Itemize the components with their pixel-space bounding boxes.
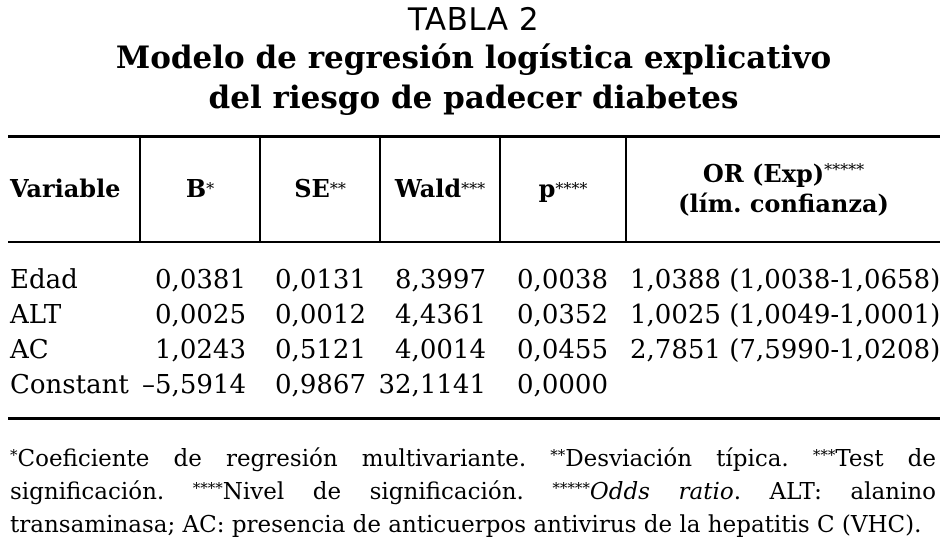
table-bottom-rule <box>8 417 940 420</box>
cell-b: 1,0243 <box>155 335 246 365</box>
cell-se: 0,0012 <box>275 300 366 330</box>
footnote-text: Test de significación. <box>10 446 936 505</box>
cell-se: 0,0131 <box>275 265 366 295</box>
footnote-mark: * <box>10 446 18 464</box>
footnote-mark: ** <box>550 446 566 464</box>
table-title-line-1: Modelo de regresión logística explicativ… <box>115 40 832 76</box>
header-variable: Variable <box>10 137 138 241</box>
table-row: AC 1,0243 0,5121 4,0014 0,0455 2,7851 (7… <box>0 332 947 368</box>
table-caption: TABLA 2 Modelo de regresión logística ex… <box>0 0 947 118</box>
footnote-mark: ***** <box>552 479 590 497</box>
header-b: B * <box>185 174 215 203</box>
header-variable-text: Variable <box>10 174 121 203</box>
footnote-text: Coeficiente de regresión multivariante. <box>17 446 551 472</box>
cell-p: 0,0352 <box>517 300 608 330</box>
table-row: ALT 0,0025 0,0012 4,4361 0,0352 1,0025 (… <box>0 297 947 333</box>
cell-wald: 8,3997 <box>395 265 486 295</box>
cell-variable: ALT <box>10 300 62 330</box>
footnote-text: Nivel de significación. <box>222 479 553 505</box>
footnote-mark: *** <box>812 446 836 464</box>
table-row: Constant –5,5914 0,9867 32,1141 0,0000 <box>0 367 947 403</box>
cell-or: 2,7851 (7,5990-1,0208) <box>630 335 941 365</box>
header-bottom-rule <box>8 241 940 243</box>
header-se: SE ** <box>294 174 346 203</box>
header-or-mark: ***** <box>824 160 865 179</box>
cell-or: 1,0025 (1,0049-1,0001) <box>630 300 941 330</box>
column-divider <box>379 137 381 241</box>
cell-variable: Constant <box>10 370 129 400</box>
footnote-text-italic: Odds ratio <box>589 479 734 505</box>
cell-p: 0,0000 <box>517 370 608 400</box>
column-divider <box>139 137 141 241</box>
header-wald-text: Wald <box>394 174 462 203</box>
cell-or: 1,0388 (1,0038-1,0658) <box>630 265 941 295</box>
column-divider <box>499 137 501 241</box>
header-or-subtext: (lím. confianza) <box>678 189 889 218</box>
table-row: Edad 0,0381 0,0131 8,3997 0,0038 1,0388 … <box>0 262 947 298</box>
table-title-line-2: del riesgo de padecer diabetes <box>208 80 739 116</box>
footnote-text: Desviación típica. <box>565 446 813 472</box>
footnote-mark: **** <box>192 479 223 497</box>
header-or-text: OR (Exp) <box>702 159 825 188</box>
cell-b: –5,5914 <box>142 370 246 400</box>
table-top-rule <box>8 135 940 138</box>
table-label: TABLA 2 <box>407 2 540 38</box>
cell-p: 0,0455 <box>517 335 608 365</box>
header-wald: Wald *** <box>394 174 486 203</box>
header-b-text: B <box>185 174 207 203</box>
cell-p: 0,0038 <box>517 265 608 295</box>
header-p-text: p <box>538 174 556 203</box>
column-divider <box>625 137 627 241</box>
cell-wald: 4,0014 <box>395 335 486 365</box>
cell-variable: Edad <box>10 265 78 295</box>
cell-variable: AC <box>10 335 49 365</box>
header-p: p **** <box>538 174 588 203</box>
header-or: OR (Exp)***** (lím. confianza) <box>627 137 940 241</box>
cell-b: 0,0381 <box>155 265 246 295</box>
cell-wald: 4,4361 <box>395 300 486 330</box>
cell-b: 0,0025 <box>155 300 246 330</box>
cell-se: 0,5121 <box>275 335 366 365</box>
footnote-text: . ALT: alanino transaminasa; AC: presenc… <box>10 479 936 538</box>
column-divider <box>259 137 261 241</box>
cell-wald: 32,1141 <box>378 370 486 400</box>
header-se-text: SE <box>294 174 330 203</box>
cell-se: 0,9867 <box>275 370 366 400</box>
table-footnote: *Coeficiente de regresión multivariante.… <box>10 443 936 542</box>
